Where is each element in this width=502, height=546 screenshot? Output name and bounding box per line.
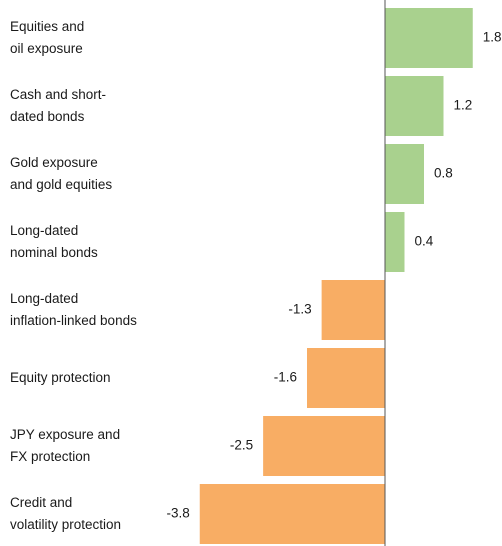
bar bbox=[385, 76, 444, 136]
bar bbox=[385, 144, 424, 204]
bar bbox=[385, 8, 473, 68]
bar-value-label: -1.6 bbox=[274, 370, 297, 385]
bar-value-label: 0.4 bbox=[415, 234, 434, 249]
category-labels-group: Equities and oil exposure Cash and short-d… bbox=[10, 19, 137, 532]
category-label: Equities and oil exposure bbox=[10, 19, 84, 56]
bar bbox=[385, 212, 405, 272]
bar-value-label: -2.5 bbox=[230, 438, 253, 453]
bar bbox=[199, 484, 385, 544]
bar bbox=[307, 348, 385, 408]
bar-value-label: 0.8 bbox=[434, 166, 453, 181]
category-label: Cash and short-dated bonds bbox=[10, 87, 106, 124]
value-labels-group: 1.8 1.2 0.8 0.4 -1.3 -1.6 -2.5 -3.8 bbox=[166, 30, 501, 521]
bar-value-label: 1.2 bbox=[454, 98, 473, 113]
category-label: Long-dated nominal bonds bbox=[10, 223, 98, 260]
bar-value-label: 1.8 bbox=[483, 30, 502, 45]
category-label: Credit and volatility protection bbox=[10, 495, 121, 532]
bar-value-label: -1.3 bbox=[288, 302, 311, 317]
bars-group bbox=[199, 8, 473, 544]
bar-value-label: -3.8 bbox=[166, 506, 189, 521]
bar bbox=[263, 416, 385, 476]
category-label: Gold exposure and gold equities bbox=[10, 155, 112, 192]
category-label: Long-dated inflation-linked bonds bbox=[10, 291, 137, 328]
category-label: Equity protection bbox=[10, 370, 111, 385]
bar bbox=[321, 280, 385, 340]
category-label: JPY exposure and FX protection bbox=[10, 427, 120, 464]
